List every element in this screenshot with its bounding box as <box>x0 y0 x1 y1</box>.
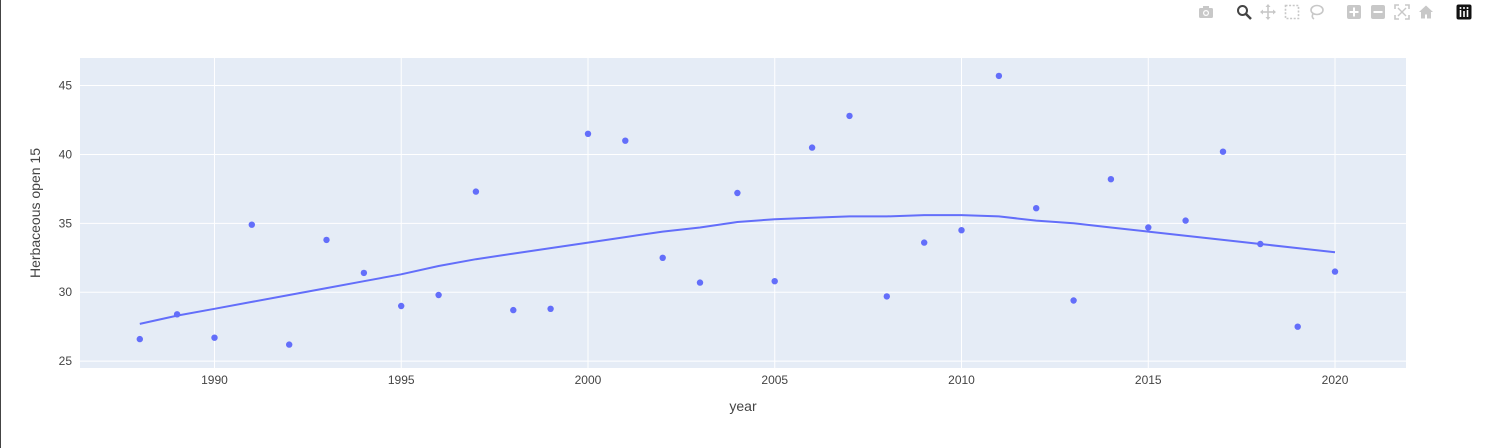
scatter-point[interactable] <box>659 254 666 261</box>
scatter-point[interactable] <box>921 239 928 246</box>
scatter-point[interactable] <box>808 144 816 151</box>
scatter-point[interactable] <box>1033 205 1040 212</box>
scatter-point[interactable] <box>510 306 517 314</box>
modebar-group-select <box>1232 2 1328 22</box>
scatter-point[interactable] <box>472 188 480 195</box>
scatter-point[interactable] <box>734 189 741 197</box>
y-tick-label: 35 <box>59 216 73 230</box>
zoom-out-icon[interactable] <box>1366 2 1390 22</box>
trendline-layer <box>139 214 1336 325</box>
modebar-group-zoom <box>1342 2 1438 22</box>
scatter-point[interactable] <box>1219 148 1227 155</box>
scatter-point[interactable] <box>958 227 965 234</box>
scatter-point[interactable] <box>1107 176 1115 183</box>
scatter-point[interactable] <box>286 341 293 348</box>
scatter-point[interactable] <box>248 221 255 228</box>
scatter-point[interactable] <box>1331 268 1339 275</box>
pan-icon[interactable] <box>1256 2 1280 22</box>
y-tick-label: 30 <box>59 285 73 299</box>
scatter-point[interactable] <box>173 311 181 318</box>
y-axis-ticks: 25 30 35 40 45 <box>59 79 73 369</box>
scatter-point[interactable] <box>136 335 143 343</box>
scatter-point[interactable] <box>398 302 405 310</box>
scatter-point[interactable] <box>211 334 218 341</box>
box-select-icon[interactable] <box>1280 2 1304 22</box>
scatter-point[interactable] <box>435 291 442 299</box>
y-axis-title: Herbaceous open 15 <box>27 148 43 278</box>
scatter-point[interactable] <box>846 112 853 120</box>
x-tick-label: 2005 <box>761 373 788 387</box>
scatter-point[interactable] <box>1182 217 1189 224</box>
x-axis-ticks: 1990 1995 2000 2005 2010 2015 2020 <box>201 373 1349 387</box>
scatter-point[interactable] <box>1070 297 1077 304</box>
scatter-point[interactable] <box>360 269 368 277</box>
plot-area[interactable] <box>80 58 1406 368</box>
x-tick-label: 2010 <box>948 373 975 387</box>
y-tick-label: 40 <box>59 147 73 161</box>
x-tick-label: 2020 <box>1322 373 1349 387</box>
trendline[interactable] <box>139 214 1336 325</box>
x-axis-title: year <box>729 398 757 414</box>
modebar <box>1180 2 1476 22</box>
scatter-point[interactable] <box>883 293 890 300</box>
scatter-point[interactable] <box>1145 224 1152 231</box>
zoom-in-icon[interactable] <box>1342 2 1366 22</box>
y-tick-label: 25 <box>59 354 73 368</box>
x-tick-label: 1990 <box>201 373 228 387</box>
scatter-point[interactable] <box>696 279 704 286</box>
gridlines <box>80 58 1406 368</box>
modebar-group-logo <box>1452 2 1476 22</box>
scatter-point[interactable] <box>323 236 330 244</box>
reset-axes-icon[interactable] <box>1414 2 1438 22</box>
scatter-point[interactable] <box>771 278 778 285</box>
plotly-logo-icon[interactable] <box>1452 2 1476 22</box>
autoscale-icon[interactable] <box>1390 2 1414 22</box>
x-tick-label: 2000 <box>575 373 602 387</box>
scatter-point[interactable] <box>547 305 554 312</box>
modebar-group-image <box>1194 2 1218 22</box>
lasso-select-icon[interactable] <box>1304 2 1328 22</box>
scatter-point[interactable] <box>622 137 629 144</box>
scatter-points-layer <box>136 72 1339 348</box>
scatter-point[interactable] <box>995 72 1003 80</box>
x-tick-label: 2015 <box>1135 373 1162 387</box>
camera-icon[interactable] <box>1194 2 1218 22</box>
scatter-point[interactable] <box>1257 240 1264 248</box>
y-tick-label: 45 <box>59 79 73 93</box>
zoom-icon[interactable] <box>1232 2 1256 22</box>
x-tick-label: 1995 <box>388 373 415 387</box>
scatter-point[interactable] <box>1294 323 1301 330</box>
scatter-point[interactable] <box>584 130 592 137</box>
